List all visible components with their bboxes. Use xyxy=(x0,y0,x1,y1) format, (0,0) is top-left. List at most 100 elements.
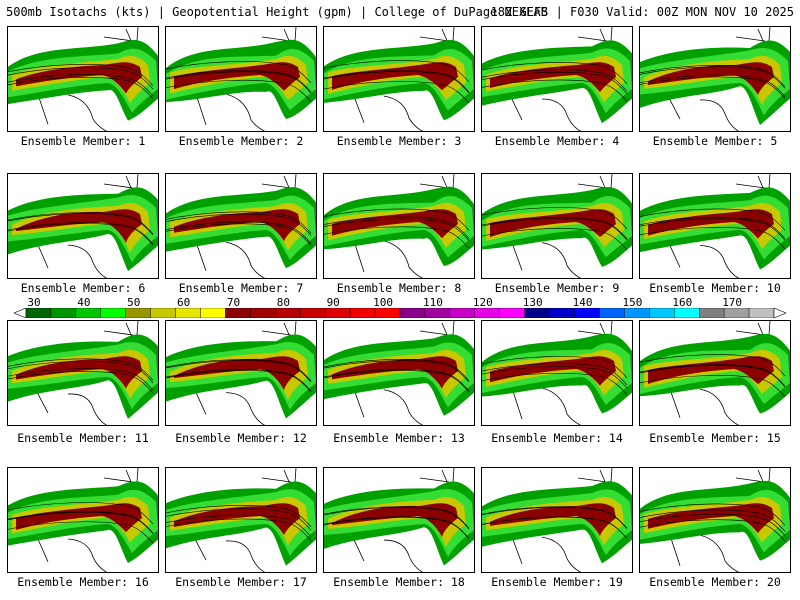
colorbar-swatch xyxy=(549,308,575,318)
isotach-map xyxy=(324,174,474,278)
ensemble-member-panel[interactable] xyxy=(481,467,633,573)
height-contour xyxy=(8,212,154,235)
height-contour xyxy=(8,502,154,525)
jet-core-80kt xyxy=(174,209,300,242)
ensemble-member-panel[interactable] xyxy=(7,320,159,426)
ensemble-member-panel[interactable] xyxy=(639,26,791,132)
height-contour xyxy=(640,375,786,398)
colorbar-swatch xyxy=(75,308,101,318)
height-contour xyxy=(166,211,312,234)
isotach-map xyxy=(482,321,632,425)
ensemble-member-label: Ensemble Member: 11 xyxy=(17,431,149,445)
ensemble-member-panel[interactable] xyxy=(323,173,475,279)
colorbar-min-arrow xyxy=(14,308,27,318)
ensemble-member-panel[interactable] xyxy=(165,320,317,426)
colorbar-swatch xyxy=(449,308,476,318)
height-contour xyxy=(640,218,786,241)
colorbar-swatch xyxy=(125,308,151,318)
isotach-map xyxy=(640,27,790,131)
colorbar-tick-label: 70 xyxy=(226,296,241,309)
height-contour xyxy=(166,369,312,392)
height-contour xyxy=(324,70,470,93)
height-contour xyxy=(324,370,470,393)
ensemble-member-panel[interactable] xyxy=(481,173,633,279)
ensemble-member-label: Ensemble Member: 7 xyxy=(178,281,304,295)
height-contour xyxy=(166,213,312,236)
colorbar-swatch xyxy=(723,308,750,318)
isotach-map xyxy=(640,468,790,572)
isotach-map xyxy=(8,27,158,131)
height-contour xyxy=(8,74,154,97)
ensemble-member-panel[interactable] xyxy=(639,173,791,279)
jet-core-80kt xyxy=(648,62,774,96)
height-contour xyxy=(640,227,786,250)
height-contour xyxy=(324,360,470,383)
ensemble-member-panel[interactable] xyxy=(639,320,791,426)
colorbar-max-arrow xyxy=(773,308,786,318)
ensemble-member-label: Ensemble Member: 16 xyxy=(17,575,149,589)
height-contour xyxy=(324,369,470,392)
colorbar-swatch xyxy=(399,308,426,318)
height-contour xyxy=(166,61,312,84)
ensemble-member-panel[interactable] xyxy=(323,467,475,573)
height-contour xyxy=(166,370,312,393)
colorbar-swatch xyxy=(574,308,600,318)
colorbar-swatch xyxy=(424,308,451,318)
ensemble-member-panel[interactable] xyxy=(639,467,791,573)
colorbar-tick-label: 160 xyxy=(672,296,693,309)
colorbar-swatch xyxy=(649,308,675,318)
isotach-map xyxy=(8,174,158,278)
height-contour xyxy=(640,208,786,231)
height-contour xyxy=(8,358,154,381)
ensemble-member-label: Ensemble Member: 3 xyxy=(336,134,462,148)
ensemble-member-panel[interactable] xyxy=(165,173,317,279)
colorbar-tick-label: 140 xyxy=(572,296,593,309)
height-contour xyxy=(8,223,154,246)
ensemble-member-panel[interactable] xyxy=(165,26,317,132)
height-contour xyxy=(8,213,154,236)
height-contour xyxy=(324,507,470,530)
isotach-map xyxy=(166,321,316,425)
ensemble-member-panel[interactable] xyxy=(323,320,475,426)
ensemble-member-label: Ensemble Member: 9 xyxy=(494,281,620,295)
jet-core-80kt xyxy=(648,209,774,239)
colorbar-swatch xyxy=(275,308,301,318)
height-contour xyxy=(640,509,786,532)
height-contour xyxy=(482,71,628,94)
ensemble-member-label: Ensemble Member: 19 xyxy=(491,575,623,589)
ensemble-member-panel[interactable] xyxy=(7,26,159,132)
colorbar-swatch xyxy=(374,308,401,318)
ensemble-member-label: Ensemble Member: 14 xyxy=(491,431,623,445)
ensemble-member-panel[interactable] xyxy=(481,320,633,426)
height-contour xyxy=(482,356,628,379)
ensemble-member-panel[interactable] xyxy=(165,467,317,573)
jet-core-80kt xyxy=(490,503,616,537)
colorbar-swatch xyxy=(624,308,650,318)
ensemble-member-label: Ensemble Member: 5 xyxy=(652,134,778,148)
height-contour xyxy=(640,519,786,542)
colorbar-swatch xyxy=(599,308,625,318)
height-contour xyxy=(482,207,628,230)
height-contour xyxy=(482,217,628,240)
header-bar: 500mb Isotachs (kts) | Geopotential Heig… xyxy=(0,0,800,20)
height-contour xyxy=(482,516,628,539)
isotach-map xyxy=(8,321,158,425)
ensemble-member-panel[interactable] xyxy=(323,26,475,132)
ensemble-member-label: Ensemble Member: 13 xyxy=(333,431,465,445)
ensemble-member-label: Ensemble Member: 15 xyxy=(649,431,781,445)
height-contour xyxy=(166,360,312,383)
colorbar-tick-label: 30 xyxy=(27,296,41,309)
ensemble-member-panel[interactable] xyxy=(7,173,159,279)
height-contour xyxy=(482,79,628,102)
height-contour xyxy=(8,360,154,383)
isotach-map xyxy=(8,468,158,572)
height-contour xyxy=(166,508,312,531)
colorbar-tick-label: 110 xyxy=(422,296,443,309)
jet-core-80kt xyxy=(332,503,458,537)
height-contour xyxy=(324,516,470,539)
height-contour xyxy=(324,226,470,249)
ensemble-member-label: Ensemble Member: 1 xyxy=(20,134,146,148)
ensemble-member-panel[interactable] xyxy=(481,26,633,132)
ensemble-member-panel[interactable] xyxy=(7,467,159,573)
colorbar-tick-label: 80 xyxy=(276,296,290,309)
